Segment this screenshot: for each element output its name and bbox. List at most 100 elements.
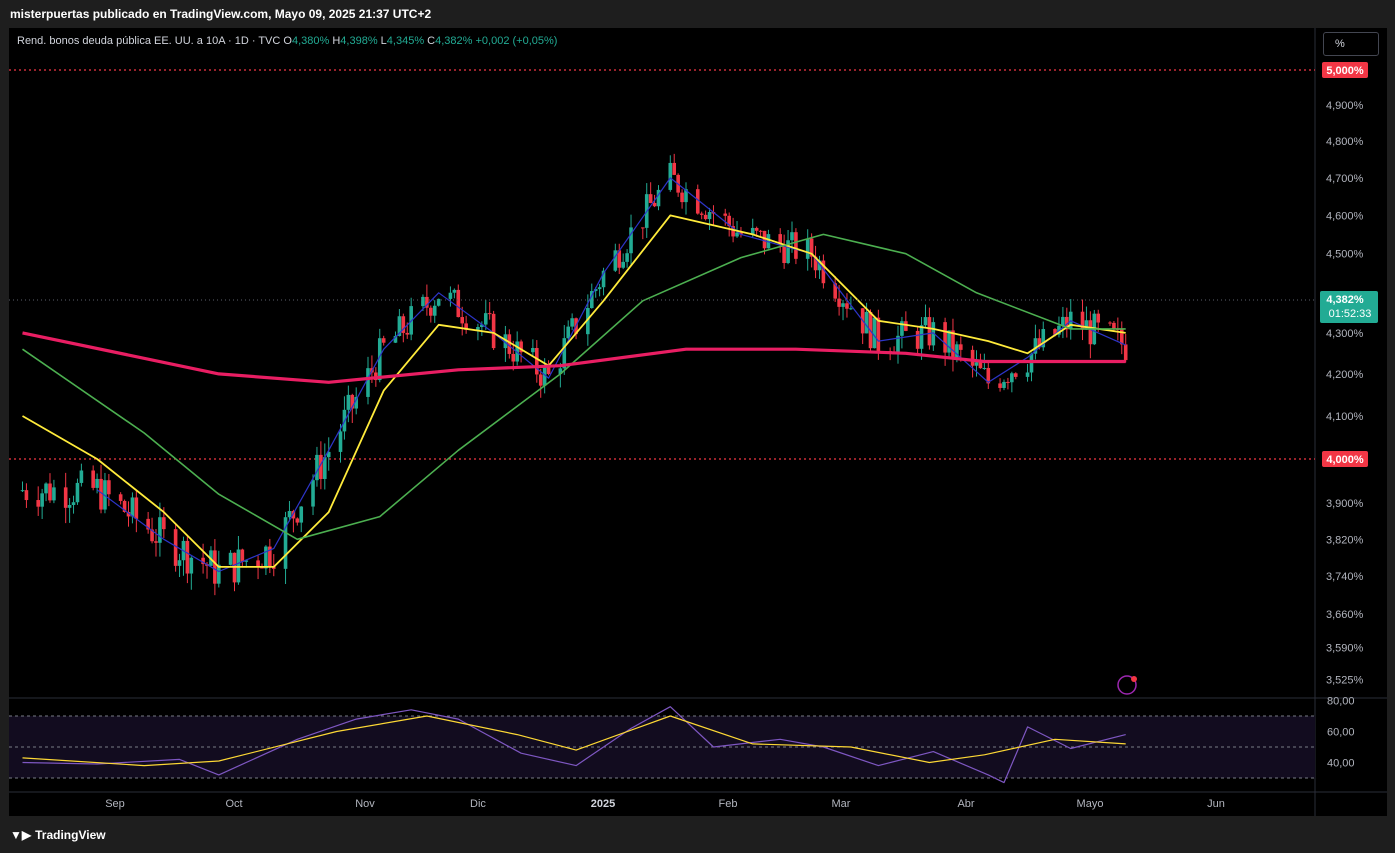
candle-86: [491, 313, 496, 349]
y-tick-label-11: 3,660%: [1326, 609, 1364, 621]
low-label: L: [380, 35, 387, 47]
candle-22: [146, 518, 150, 530]
candle-168: [947, 330, 951, 353]
candle-165: [927, 317, 932, 346]
x-tick-label-8: Mayo: [1077, 798, 1104, 810]
candle-198: [1112, 322, 1116, 329]
candle-28: [177, 560, 182, 566]
candle-100: [570, 318, 574, 327]
candle-139: [786, 240, 790, 264]
candle-156: [876, 317, 881, 352]
candle-97: [558, 368, 563, 374]
candle-37: [228, 552, 233, 565]
candle-149: [841, 303, 845, 307]
candle-102: [586, 307, 590, 335]
x-tick-label-1: Oct: [225, 798, 242, 810]
candle-0: [20, 490, 25, 492]
candle-59: [346, 394, 351, 410]
candle-56: [326, 451, 331, 458]
candle-49: [291, 511, 296, 519]
candle-167: [943, 322, 947, 353]
ema-line-1: [22, 214, 1126, 568]
y-tick-label-1: 4,800%: [1326, 136, 1364, 148]
chart-panel[interactable]: [9, 28, 1387, 816]
candle-178: [1002, 381, 1006, 388]
y-tick-label-12: 3,590%: [1326, 643, 1364, 655]
candle-127: [723, 213, 728, 216]
candle-146: [821, 260, 826, 284]
candle-14: [99, 478, 103, 510]
candle-54: [319, 454, 323, 479]
symbol-legend: Rend. bonos deuda pública EE. UU. a 10A …: [17, 35, 557, 47]
candle-77: [448, 292, 453, 299]
candle-140: [790, 232, 794, 241]
candle-67: [393, 335, 398, 343]
candle-45: [268, 546, 272, 567]
close-label: C: [427, 35, 436, 47]
candle-171: [959, 344, 963, 350]
rsi-tick-label-2: 40,00: [1327, 758, 1355, 770]
candle-31: [189, 557, 194, 574]
candle-176: [986, 367, 991, 384]
candle-109: [621, 261, 625, 268]
candle-68: [397, 316, 402, 336]
candle-98: [562, 338, 567, 369]
x-tick-label-7: Abr: [957, 798, 974, 810]
candle-123: [699, 213, 704, 215]
hline-label-bg-1: [1322, 451, 1368, 467]
x-tick-label-9: Jun: [1207, 798, 1225, 810]
candle-137: [778, 234, 783, 246]
candle-89: [511, 353, 516, 362]
candle-147: [833, 283, 837, 299]
candle-201: [1123, 344, 1128, 361]
candle-93: [535, 347, 539, 375]
y-tick-label-0: 4,900%: [1326, 100, 1364, 112]
candle-200: [1119, 329, 1124, 345]
ema-line-3: [22, 331, 1126, 384]
candle-23: [150, 529, 154, 542]
candle-120: [680, 192, 684, 203]
candle-107: [613, 250, 618, 271]
tv-logo-icon: ▼▶: [10, 828, 32, 842]
attribution-bar: misterpuertas publicado en TradingView.c…: [0, 0, 1395, 28]
candle-104: [593, 289, 598, 292]
candle-62: [366, 368, 370, 397]
candle-170: [955, 344, 959, 358]
candle-42: [256, 560, 260, 567]
last-price-label: 4,382%: [1326, 294, 1364, 306]
candle-193: [1084, 320, 1089, 330]
candle-9: [71, 502, 76, 505]
candle-30: [185, 540, 190, 574]
alert-dot-icon: [1131, 676, 1137, 682]
candle-103: [589, 291, 594, 308]
candle-148: [837, 298, 841, 307]
candle-128: [727, 215, 731, 227]
rsi-line-1: [22, 715, 1126, 767]
candle-190: [1065, 316, 1069, 330]
last-price-label-bg: [1320, 290, 1378, 323]
candle-82: [476, 327, 480, 330]
candle-90: [515, 341, 519, 362]
candle-136: [766, 234, 771, 249]
candle-132: [750, 227, 755, 235]
candle-55: [323, 457, 327, 479]
candle-16: [107, 480, 111, 495]
candle-75: [432, 305, 437, 316]
candle-116: [656, 189, 661, 207]
y-tick-label-4: 4,500%: [1326, 249, 1364, 261]
candle-72: [421, 296, 425, 307]
x-tick-label-5: Feb: [719, 798, 738, 810]
candle-134: [758, 230, 763, 232]
candle-21: [134, 497, 139, 519]
candle-3: [40, 493, 44, 507]
candle-115: [652, 202, 657, 207]
percent-scale-button[interactable]: %: [1323, 32, 1379, 56]
candle-88: [507, 334, 512, 354]
candle-197: [1108, 322, 1112, 324]
candle-51: [299, 506, 304, 523]
candle-27: [173, 529, 178, 566]
candle-70: [405, 332, 410, 335]
tradingview-logo[interactable]: ▼▶ TradingView: [10, 828, 106, 842]
candle-65: [377, 338, 382, 381]
